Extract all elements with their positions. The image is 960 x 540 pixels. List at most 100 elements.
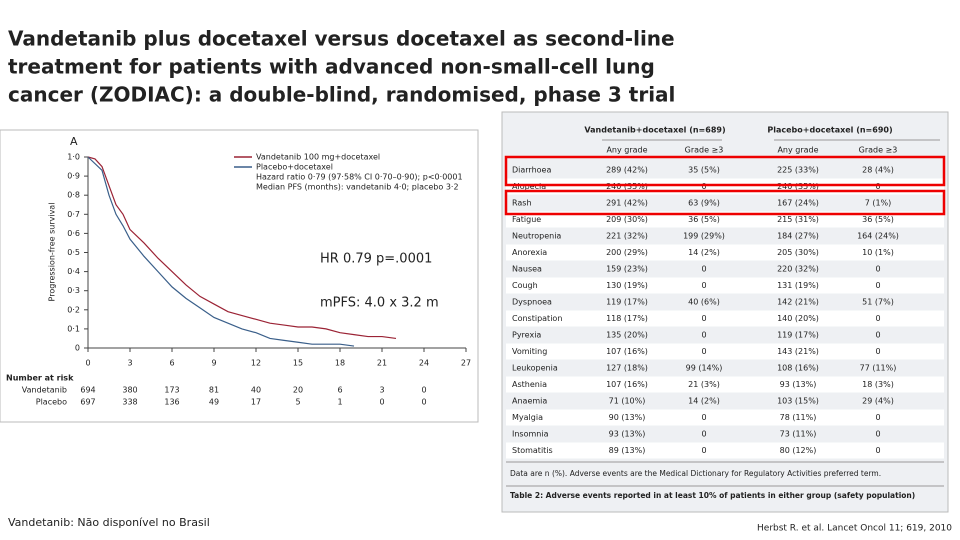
km-curve: [87, 156, 397, 340]
table-cell: 63 (9%): [688, 199, 720, 208]
table-cell: Anaemia: [512, 397, 547, 406]
at-risk-count: 6: [337, 386, 342, 395]
table-cell: 14 (2%): [688, 248, 720, 257]
table-cell: 0: [875, 281, 880, 290]
y-tick-label: 0·9: [67, 172, 80, 181]
table-cell: 220 (32%): [777, 265, 819, 274]
km-curve: [87, 156, 355, 347]
table-cell: 10 (1%): [862, 248, 894, 257]
y-tick-label: 0·1: [67, 324, 80, 333]
table-cell: 140 (20%): [777, 314, 819, 323]
table-cell: 225 (33%): [777, 166, 819, 175]
at-risk-count: 0: [421, 386, 426, 395]
table-cell: Insomnia: [512, 430, 549, 439]
table-cell: 0: [701, 430, 706, 439]
at-risk-count: 49: [209, 398, 219, 407]
table-row-band: [506, 343, 944, 360]
at-risk-count: 136: [164, 398, 179, 407]
at-risk-count: 20: [293, 386, 303, 395]
table-subheader: Any grade: [777, 146, 818, 155]
table-cell: 184 (27%): [777, 232, 819, 241]
table-cell: Dyspnoea: [512, 298, 552, 307]
table-caption: Table 2: Adverse events reported in at l…: [510, 491, 915, 500]
table-row-band: [506, 376, 944, 393]
table-cell: 78 (11%): [780, 413, 817, 422]
x-tick-label: 3: [127, 359, 132, 368]
annotation: mPFS: 4.0 x 3.2 m: [320, 296, 439, 311]
table-cell: 135 (20%): [606, 331, 648, 340]
y-tick-label: 0·5: [67, 248, 80, 257]
table-cell: 143 (21%): [777, 347, 819, 356]
table-cell: 142 (21%): [777, 298, 819, 307]
at-risk-count: 5: [295, 398, 300, 407]
table-cell: 0: [701, 265, 706, 274]
table-row-band: [506, 310, 944, 327]
table-cell: Alopecia: [512, 182, 546, 191]
legend-label: Placebo+docetaxel: [256, 163, 333, 172]
table-cell: 205 (30%): [777, 248, 819, 257]
at-risk-count: 17: [251, 398, 261, 407]
table-cell: 167 (24%): [777, 199, 819, 208]
highlight-box: [504, 155, 946, 187]
table-cell: 130 (19%): [606, 281, 648, 290]
table-cell: Asthenia: [512, 380, 547, 389]
x-tick-label: 18: [335, 359, 345, 368]
table-cell: 77 (11%): [860, 364, 897, 373]
table-cell: 159 (23%): [606, 265, 648, 274]
table-footnote: Data are n (%). Adverse events are the M…: [510, 469, 881, 478]
table-cell: Stomatitis: [512, 446, 553, 455]
table-cell: 71 (10%): [609, 397, 646, 406]
table-cell: 0: [875, 347, 880, 356]
footer-note: Vandetanib: Não disponível no Brasil: [8, 516, 210, 529]
table-row-band: [506, 442, 944, 459]
table-cell: Fatigue: [512, 215, 541, 224]
at-risk-count: 380: [122, 386, 137, 395]
table-cell: 164 (24%): [857, 232, 899, 241]
table-cell: Anorexia: [512, 248, 547, 257]
table-cell: Neutropenia: [512, 232, 561, 241]
table-cell: 0: [875, 182, 880, 191]
table-cell: Leukopenia: [512, 364, 558, 373]
y-tick-label: 0·6: [67, 229, 80, 238]
x-tick-label: 27: [461, 359, 471, 368]
table-cell: 209 (30%): [606, 215, 648, 224]
table-cell: 0: [701, 314, 706, 323]
table-cell: Nausea: [512, 265, 542, 274]
y-tick-label: 0·4: [67, 267, 80, 276]
table-cell: 0: [701, 446, 706, 455]
table-cell: 28 (4%): [862, 166, 894, 175]
table-subheader: Grade ≥3: [859, 146, 898, 155]
table-row-band: [506, 244, 944, 261]
table-cell: Myalgia: [512, 413, 543, 422]
table-cell: 0: [875, 413, 880, 422]
table-cell: 240 (35%): [606, 182, 648, 191]
panel-label: A: [70, 135, 78, 148]
table-cell: 36 (5%): [688, 215, 720, 224]
km-chart: A Progression-free survival 0 0·1 0·2 0·3 0·4 0…: [6, 135, 471, 407]
x-tick-label: 6: [169, 359, 174, 368]
table-cell: 119 (17%): [777, 331, 819, 340]
at-risk-label: Number at risk: [6, 374, 74, 383]
table-cell: 99 (14%): [686, 364, 723, 373]
table-cell: 89 (13%): [609, 446, 646, 455]
legend-label: Vandetanib 100 mg+docetaxel: [256, 153, 380, 162]
title-line: Vandetanib plus docetaxel versus docetax…: [8, 27, 675, 51]
table-cell: 0: [701, 331, 706, 340]
legend-note: Median PFS (months): vandetanib 4·0; pla…: [256, 183, 459, 192]
table-group-header: Vandetanib+docetaxel (n=689): [584, 126, 725, 135]
y-tick-label: 1·0: [67, 153, 80, 162]
y-axis-label: Progression-free survival: [48, 203, 57, 302]
table-cell: 7 (1%): [865, 199, 892, 208]
table-cell: 289 (42%): [606, 166, 648, 175]
table-cell: 0: [875, 430, 880, 439]
table-cell: Diarrhoea: [512, 166, 551, 175]
at-risk-count: 694: [80, 386, 95, 395]
table-cell: 107 (16%): [606, 347, 648, 356]
at-risk-count: 697: [80, 398, 95, 407]
table-cell: Constipation: [512, 314, 562, 323]
y-tick-label: 0·7: [67, 210, 80, 219]
at-risk-count: 1: [337, 398, 342, 407]
at-risk-count: 3: [379, 386, 384, 395]
